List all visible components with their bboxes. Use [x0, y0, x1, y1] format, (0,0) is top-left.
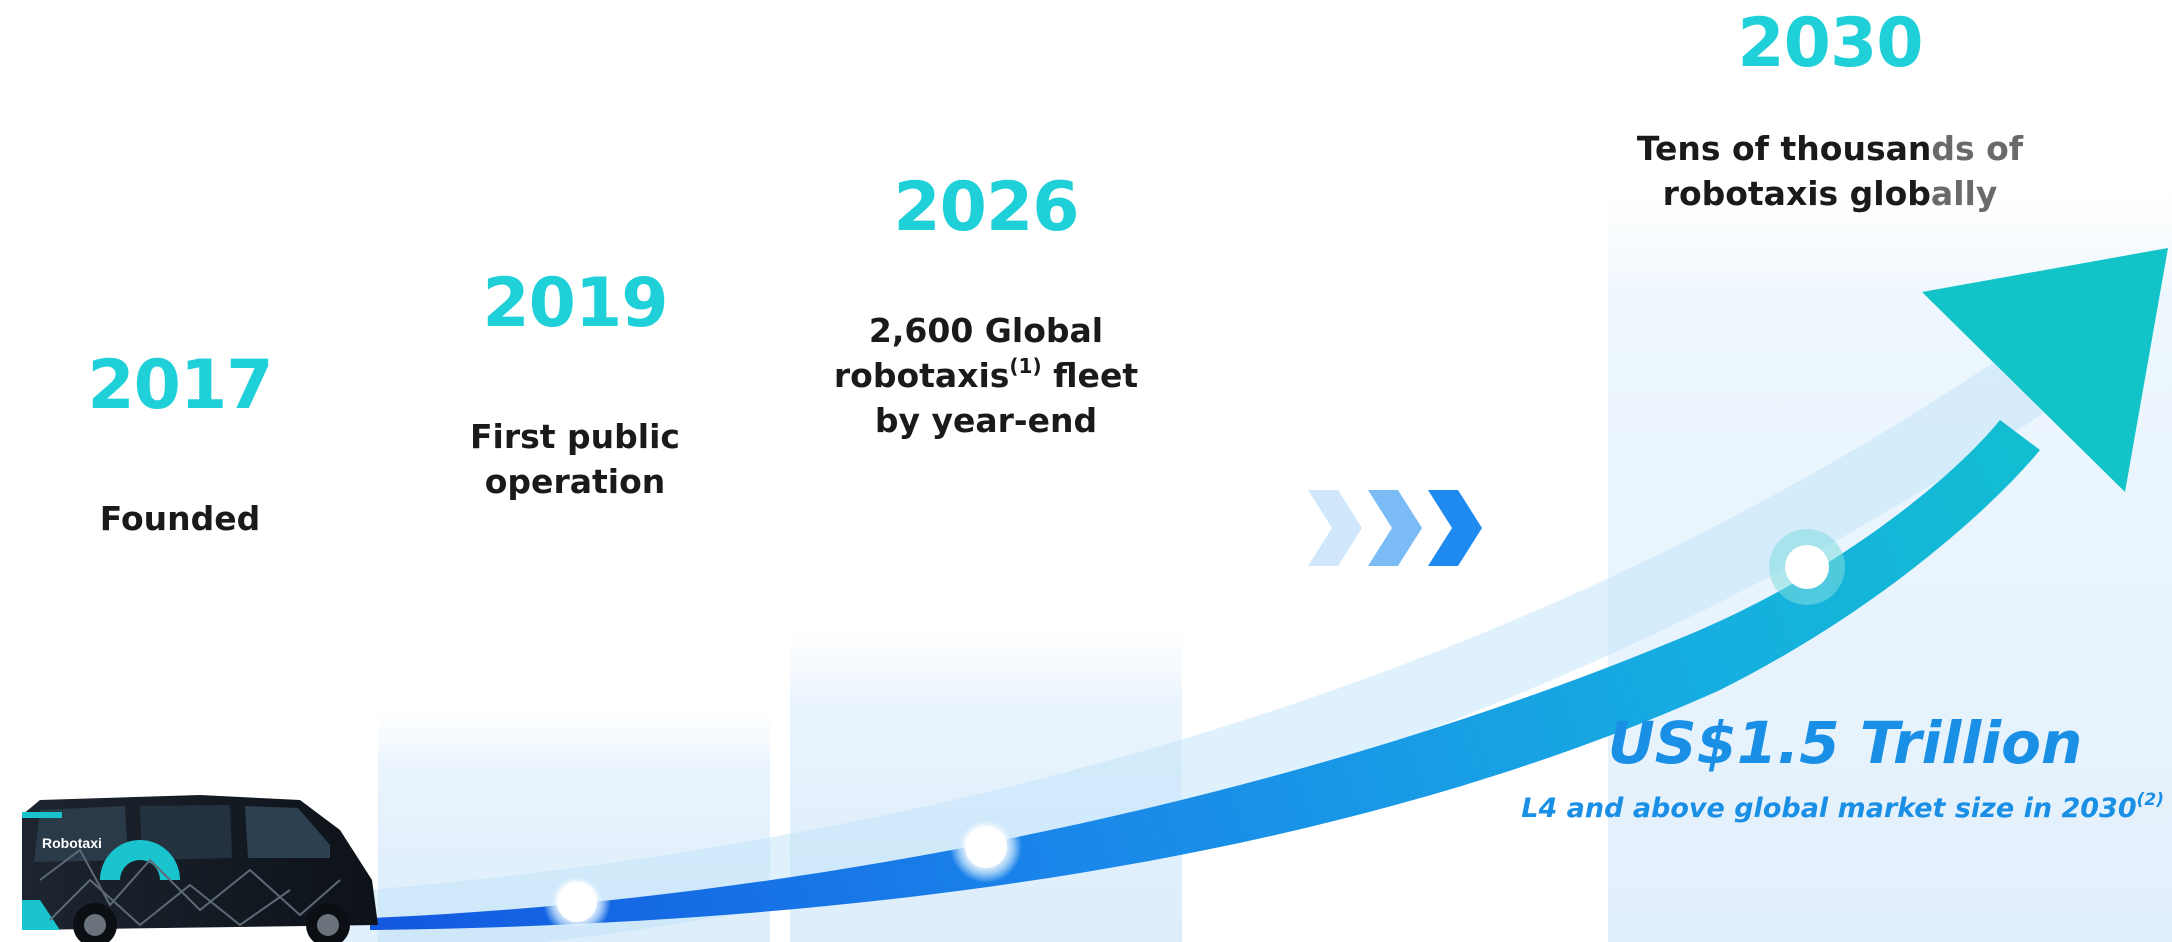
milestone-year-2019: 2019: [482, 264, 668, 343]
desc-text: robotaxis glob: [1662, 174, 1931, 213]
van-label: Robotaxi: [42, 835, 102, 851]
node-2026: [950, 811, 1022, 883]
milestone-desc-2030: Tens of thousands of robotaxis globally: [1590, 126, 2070, 216]
growth-arrow-shaft: [370, 420, 2040, 930]
market-note-text: L4 and above global market size in 2030: [1521, 793, 2137, 824]
node-2019: [543, 868, 611, 936]
desc-line: robotaxis(1) fleet: [826, 353, 1146, 398]
desc-text: Tens of thousan: [1636, 129, 1932, 168]
desc-line: Tens of thousands of: [1590, 126, 2070, 171]
desc-line: by year-end: [874, 401, 1098, 440]
milestone-year-2026: 2026: [893, 168, 1079, 247]
milestone-desc-2019: First public operation: [435, 414, 715, 504]
market-size-note: L4 and above global market size in 2030(…: [1440, 792, 2164, 824]
desc-line: 2,600 Global: [868, 311, 1104, 350]
milestone-desc-2026: 2,600 Global robotaxis(1) fleet by year-…: [826, 308, 1146, 443]
growth-arrow-head: [1922, 248, 2168, 492]
footnote-marker: (2): [2136, 790, 2164, 810]
desc-text: ally: [1930, 174, 1998, 213]
footnote-marker: (1): [1009, 354, 1042, 378]
milestone-desc-2017: Founded: [60, 496, 300, 541]
milestone-year-2017: 2017: [87, 346, 273, 425]
desc-text: fleet: [1041, 356, 1139, 395]
milestone-year-2030: 2030: [1737, 4, 1923, 83]
desc-text: robotaxis: [833, 356, 1010, 395]
desc-line: operation: [484, 462, 666, 501]
desc-text: ds of: [1931, 129, 2024, 168]
market-size-value: US$1.5 Trillion: [1607, 709, 2083, 777]
triple-chevron-right-icon: [1308, 490, 1482, 566]
desc-line: Founded: [99, 499, 261, 538]
node-2030: [1769, 529, 1845, 605]
desc-line: robotaxis globally: [1590, 171, 2070, 216]
desc-line: First public: [470, 417, 680, 456]
robotaxi-van-icon: Robotaxi: [22, 795, 378, 942]
